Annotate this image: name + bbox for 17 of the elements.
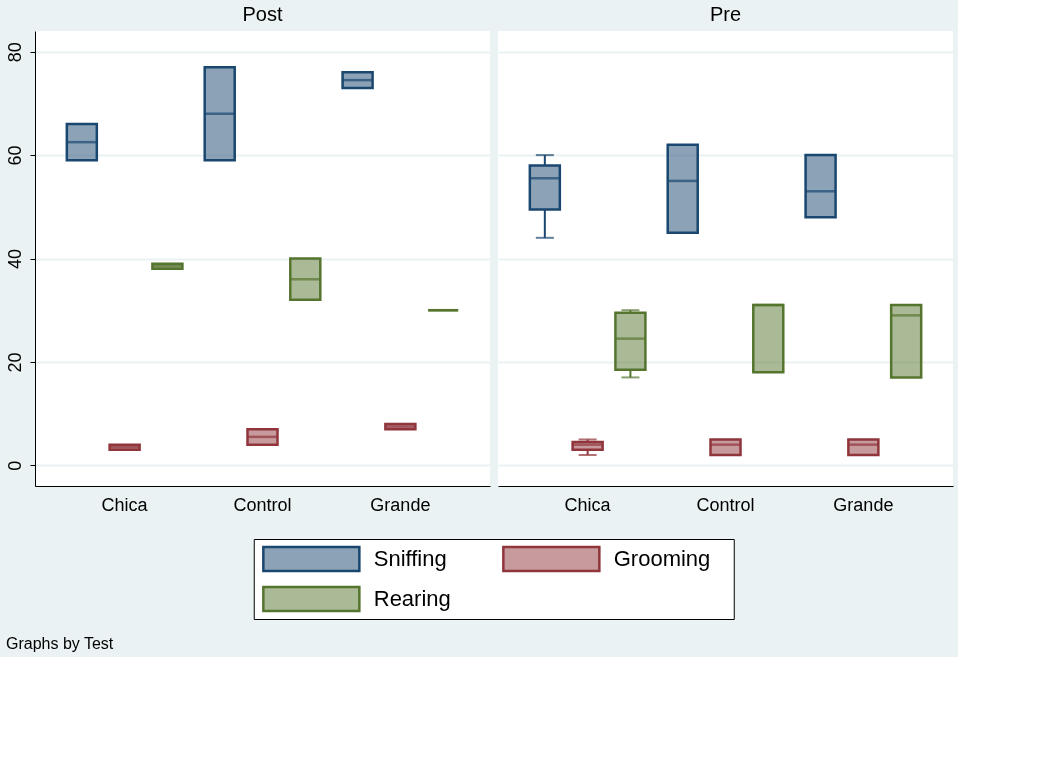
text: Graphs by Test [6,634,114,652]
legend-label: Grooming [613,546,711,571]
chart-title: Post [242,3,283,25]
x-tick-label: Grande [370,494,431,515]
y-tick-label: 80 [4,42,25,63]
y-tick-label: 0 [4,460,25,471]
x-tick-label: Control [696,494,755,515]
legend-label: Rearing [373,586,451,611]
x-tick-label: Grande [833,494,894,515]
x-tick-label: Control [233,494,292,515]
legend-label: Sniffing [373,546,447,571]
y-tick-label: 40 [4,248,25,270]
chart-title: Pre [709,3,742,25]
x-tick-label: Chica [101,494,149,515]
x-tick-label: Chica [564,494,612,515]
y-tick-label: 60 [4,145,25,166]
y-tick-label: 20 [4,352,25,373]
